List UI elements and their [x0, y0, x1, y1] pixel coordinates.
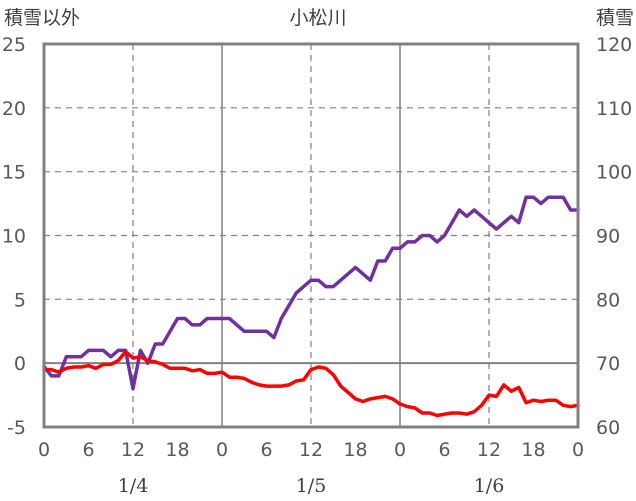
x-tick-label: 6: [82, 439, 94, 461]
left-tick-label: 25: [2, 34, 26, 56]
x-tick-label: 12: [121, 439, 145, 461]
left-tick-label: 10: [2, 226, 26, 248]
right-axis-label: 積雪: [596, 7, 634, 29]
snow-depth-series-line: [42, 195, 580, 391]
date-label: 1/4: [118, 475, 149, 497]
grid-lines: [44, 44, 578, 427]
left-tick-label: 5: [14, 289, 26, 311]
x-tick-label: 6: [438, 439, 450, 461]
x-tick-label: 0: [394, 439, 406, 461]
right-tick-label: 70: [596, 353, 620, 375]
x-tick-label: 18: [343, 439, 367, 461]
x-tick-label: 0: [216, 439, 228, 461]
right-tick-label: 110: [596, 98, 632, 120]
x-tick-label: 12: [299, 439, 323, 461]
right-tick-label: 90: [596, 226, 620, 248]
x-tick-label: 6: [260, 439, 272, 461]
right-tick-label: 100: [596, 162, 632, 184]
right-tick-label: 120: [596, 34, 632, 56]
left-tick-label: 20: [2, 98, 26, 120]
date-label: 1/5: [296, 475, 327, 497]
x-tick-label: 12: [477, 439, 501, 461]
plot-frame: [42, 42, 580, 429]
other-series-line: [42, 349, 580, 418]
left-tick-label: 15: [2, 162, 26, 184]
chart-title: 小松川: [289, 7, 346, 29]
left-tick-label: 0: [14, 353, 26, 375]
date-label: 1/6: [474, 475, 505, 497]
left-tick-label: -5: [7, 417, 26, 439]
x-tick-label: 18: [165, 439, 189, 461]
right-tick-label: 80: [596, 289, 620, 311]
left-axis-label: 積雪以外: [4, 7, 80, 29]
x-tick-label: 0: [38, 439, 50, 461]
x-tick-label: 0: [572, 439, 584, 461]
right-tick-label: 60: [596, 417, 620, 439]
x-tick-label: 18: [521, 439, 545, 461]
data-series: [42, 195, 580, 418]
